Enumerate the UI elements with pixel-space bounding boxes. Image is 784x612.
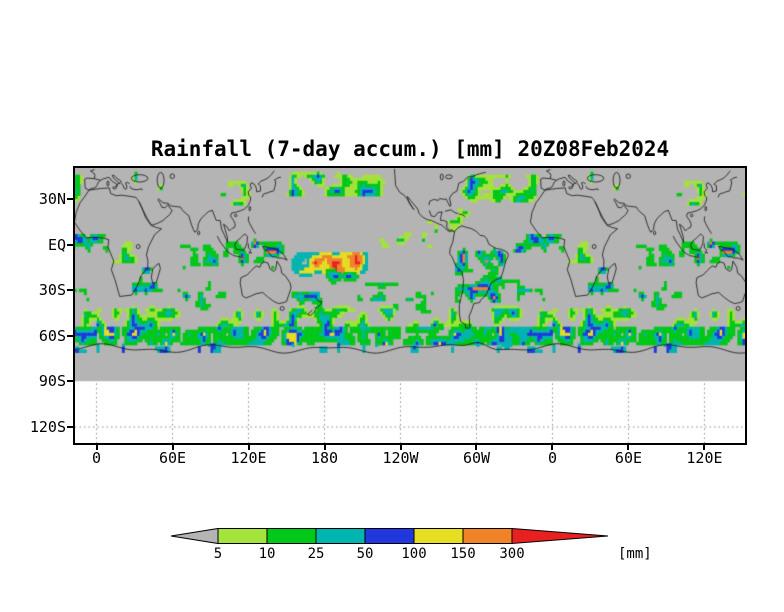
colorbar-tick-label: 150 xyxy=(450,546,476,562)
colorbar-unit-label: [mm] xyxy=(618,546,652,562)
chart-title: Rainfall (7-day accum.) [mm] 20Z08Feb202… xyxy=(150,137,670,161)
x-axis-tick-label: 0 xyxy=(547,449,557,467)
y-axis-tick-label: 30S xyxy=(38,281,66,300)
colorbar-tick-label: 10 xyxy=(258,546,276,562)
y-axis-tick-label: 30N xyxy=(38,190,66,208)
y-axis-tick-label: EQ xyxy=(47,235,66,254)
colorbar-legend: [mm] 5 10 25 50 100 150 300 xyxy=(170,527,660,567)
x-axis-tick-label: 120E xyxy=(230,449,267,467)
x-axis-tick-label: 120E xyxy=(686,449,723,467)
y-axis-tick xyxy=(67,380,75,383)
x-axis-tick-label: 60E xyxy=(158,449,187,467)
x-axis-tick-label: 120W xyxy=(382,449,419,467)
x-axis-tick-label: 180 xyxy=(310,449,339,467)
colorbar-gradient xyxy=(170,527,609,545)
y-axis-tick xyxy=(67,334,75,337)
x-axis-tick-label: 0 xyxy=(92,449,102,467)
y-axis-tick xyxy=(67,426,75,429)
x-axis-tick xyxy=(247,443,250,450)
x-axis-tick xyxy=(703,443,706,450)
x-axis-tick xyxy=(171,443,174,450)
x-axis-tick xyxy=(95,443,98,450)
colorbar-tick-label: 100 xyxy=(401,546,427,562)
y-axis-tick-label: 60S xyxy=(38,326,66,345)
x-axis-tick-label: 60E xyxy=(614,449,643,467)
colorbar-tick-label: 300 xyxy=(499,546,525,562)
y-axis-tick xyxy=(67,198,75,200)
x-axis-tick xyxy=(475,443,478,450)
x-axis-tick-label: 60W xyxy=(462,449,491,467)
x-axis-tick xyxy=(399,443,402,450)
y-axis-tick xyxy=(67,289,75,292)
x-axis-tick xyxy=(627,443,630,450)
colorbar-tick-label: 25 xyxy=(307,546,325,562)
world-rainfall-map-canvas xyxy=(73,166,747,445)
x-axis-tick xyxy=(323,443,326,450)
x-axis-tick xyxy=(551,443,554,450)
colorbar-tick-label: 50 xyxy=(356,546,374,562)
colorbar-tick-label: 5 xyxy=(213,546,223,562)
y-axis-tick-label: 90S xyxy=(38,372,66,391)
y-axis-tick xyxy=(67,243,75,246)
y-axis-tick-label: 120S xyxy=(29,418,66,437)
